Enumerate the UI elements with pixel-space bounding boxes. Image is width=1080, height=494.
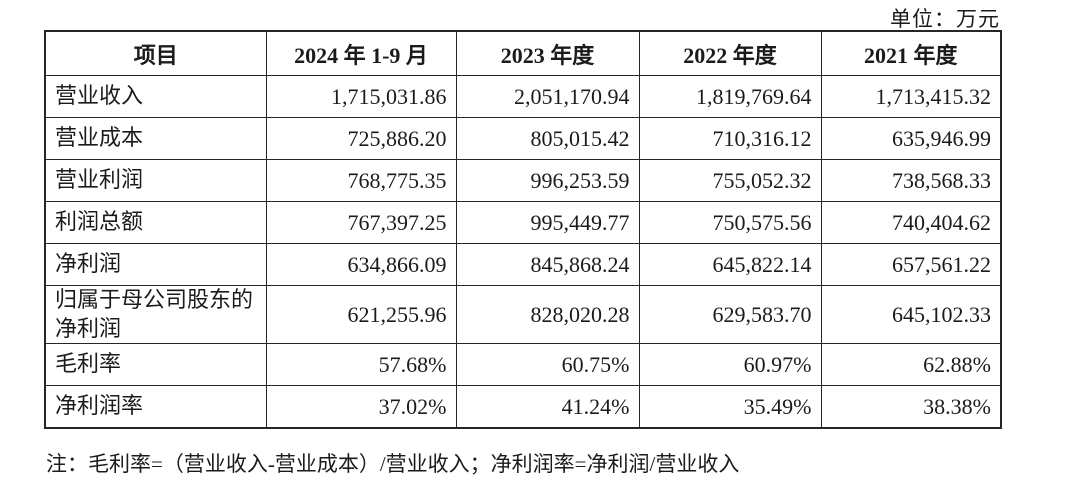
cell-value: 38.38% <box>820 385 1002 429</box>
cell-value: 768,775.35 <box>265 159 457 202</box>
cell-value: 37.02% <box>265 385 457 429</box>
table-row-net-profit-margin: 净利润率 37.02% 41.24% 35.49% 38.38% <box>44 385 1002 429</box>
row-label: 营业成本 <box>44 117 267 160</box>
cell-value: 2,051,170.94 <box>455 75 640 118</box>
cell-value: 740,404.62 <box>820 201 1002 244</box>
financial-summary-table: 项目 2024 年 1-9 月 2023 年度 2022 年度 2021 年度 … <box>44 30 1002 430</box>
cell-value: 828,020.28 <box>455 284 640 345</box>
row-label: 营业收入 <box>44 75 267 118</box>
cell-value: 60.75% <box>455 343 640 387</box>
row-label: 净利润 <box>44 243 267 286</box>
cell-value: 57.68% <box>265 343 457 387</box>
header-2022: 2022 年度 <box>638 30 822 76</box>
row-label: 毛利率 <box>44 343 267 387</box>
cell-value: 1,819,769.64 <box>638 75 822 118</box>
table-row-net-profit-attributable-to-parent: 归属于母公司股东的净利润 621,255.96 828,020.28 629,5… <box>44 284 1002 345</box>
cell-value: 996,253.59 <box>455 159 640 202</box>
cell-value: 755,052.32 <box>638 159 822 202</box>
row-label: 利润总额 <box>44 201 267 244</box>
unit-label: 单位：万元 <box>890 7 1000 31</box>
table-row-total-profit: 利润总额 767,397.25 995,449.77 750,575.56 74… <box>44 201 1002 244</box>
cell-value: 41.24% <box>455 385 640 429</box>
header-row: 项目 2024 年 1-9 月 2023 年度 2022 年度 2021 年度 <box>44 30 1002 76</box>
cell-value: 629,583.70 <box>638 284 822 345</box>
cell-value: 1,713,415.32 <box>820 75 1002 118</box>
table-row-operating-revenue: 营业收入 1,715,031.86 2,051,170.94 1,819,769… <box>44 75 1002 118</box>
cell-value: 645,822.14 <box>638 243 822 286</box>
cell-value: 634,866.09 <box>265 243 457 286</box>
table-row-net-profit: 净利润 634,866.09 845,868.24 645,822.14 657… <box>44 243 1002 286</box>
cell-value: 710,316.12 <box>638 117 822 160</box>
table-row-operating-cost: 营业成本 725,886.20 805,015.42 710,316.12 63… <box>44 117 1002 160</box>
row-label: 归属于母公司股东的净利润 <box>44 284 267 345</box>
row-label: 净利润率 <box>44 385 267 429</box>
table-row-gross-margin: 毛利率 57.68% 60.75% 60.97% 62.88% <box>44 343 1002 387</box>
header-item: 项目 <box>44 30 267 76</box>
cell-value: 60.97% <box>638 343 822 387</box>
cell-value: 738,568.33 <box>820 159 1002 202</box>
cell-value: 725,886.20 <box>265 117 457 160</box>
cell-value: 657,561.22 <box>820 243 1002 286</box>
cell-value: 995,449.77 <box>455 201 640 244</box>
row-label: 营业利润 <box>44 159 267 202</box>
table-row-operating-profit: 营业利润 768,775.35 996,253.59 755,052.32 73… <box>44 159 1002 202</box>
cell-value: 845,868.24 <box>455 243 640 286</box>
footnote: 注：毛利率=（营业收入-营业成本）/营业收入；净利润率=净利润/营业收入 <box>46 452 740 476</box>
header-2023: 2023 年度 <box>455 30 640 76</box>
header-2021: 2021 年度 <box>820 30 1002 76</box>
cell-value: 62.88% <box>820 343 1002 387</box>
cell-value: 635,946.99 <box>820 117 1002 160</box>
cell-value: 750,575.56 <box>638 201 822 244</box>
cell-value: 645,102.33 <box>820 284 1002 345</box>
header-2024-1-9: 2024 年 1-9 月 <box>265 30 457 76</box>
cell-value: 767,397.25 <box>265 201 457 244</box>
cell-value: 805,015.42 <box>455 117 640 160</box>
cell-value: 35.49% <box>638 385 822 429</box>
cell-value: 621,255.96 <box>265 284 457 345</box>
cell-value: 1,715,031.86 <box>265 75 457 118</box>
